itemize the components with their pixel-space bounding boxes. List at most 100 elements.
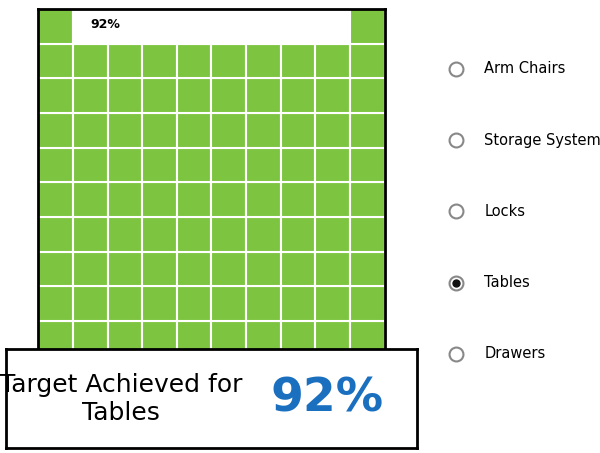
Bar — [350, 217, 385, 251]
Bar — [350, 286, 385, 321]
Bar — [38, 113, 73, 148]
Bar — [142, 43, 177, 78]
Bar — [246, 182, 281, 217]
Bar — [246, 9, 281, 43]
Text: Locks: Locks — [484, 204, 525, 219]
Bar — [142, 78, 177, 113]
Bar — [350, 148, 385, 182]
Bar — [107, 148, 142, 182]
Bar — [177, 286, 211, 321]
Bar — [246, 43, 281, 78]
Bar — [177, 217, 211, 251]
Bar — [211, 9, 246, 43]
Bar — [211, 148, 246, 182]
Bar — [38, 321, 73, 356]
Bar — [281, 78, 316, 113]
Bar — [177, 321, 211, 356]
Bar — [211, 78, 246, 113]
Bar — [211, 182, 246, 217]
Bar — [107, 217, 142, 251]
Bar — [211, 113, 246, 148]
Bar — [177, 78, 211, 113]
Bar — [350, 251, 385, 286]
Text: Arm Chairs: Arm Chairs — [484, 61, 566, 77]
Bar — [316, 9, 350, 43]
Bar — [38, 251, 73, 286]
Bar — [38, 148, 73, 182]
Bar — [177, 182, 211, 217]
Bar — [107, 113, 142, 148]
Bar — [73, 251, 107, 286]
Bar — [211, 286, 246, 321]
Bar — [142, 217, 177, 251]
Bar — [38, 9, 73, 43]
Bar — [350, 43, 385, 78]
Bar — [281, 9, 316, 43]
Bar — [281, 321, 316, 356]
Bar — [73, 78, 107, 113]
Bar — [142, 251, 177, 286]
Bar — [281, 217, 316, 251]
Bar — [142, 113, 177, 148]
Bar — [73, 286, 107, 321]
Bar — [38, 43, 73, 78]
Text: Tables: Tables — [484, 275, 530, 290]
Bar — [350, 113, 385, 148]
Bar — [107, 251, 142, 286]
Bar — [316, 321, 350, 356]
Bar — [107, 286, 142, 321]
Bar — [142, 148, 177, 182]
Bar — [142, 182, 177, 217]
Bar — [38, 182, 73, 217]
Bar — [350, 78, 385, 113]
Bar — [73, 113, 107, 148]
Text: 92%: 92% — [90, 18, 120, 31]
Bar — [73, 43, 107, 78]
Text: Drawers: Drawers — [484, 346, 545, 361]
Bar — [350, 9, 385, 43]
Bar — [281, 113, 316, 148]
Bar — [73, 217, 107, 251]
Bar — [316, 148, 350, 182]
Bar — [73, 9, 107, 43]
Bar — [316, 182, 350, 217]
Bar — [246, 321, 281, 356]
Bar — [177, 43, 211, 78]
Bar — [107, 182, 142, 217]
Bar — [316, 251, 350, 286]
Bar — [211, 251, 246, 286]
Bar — [316, 43, 350, 78]
Bar — [246, 113, 281, 148]
Bar — [38, 78, 73, 113]
Bar — [316, 78, 350, 113]
Bar — [281, 182, 316, 217]
Bar — [281, 251, 316, 286]
Bar — [211, 321, 246, 356]
Bar — [246, 217, 281, 251]
Bar — [350, 182, 385, 217]
Bar — [350, 321, 385, 356]
Bar — [107, 78, 142, 113]
Text: Target Achieved for
Tables: Target Achieved for Tables — [0, 373, 242, 424]
Bar — [316, 113, 350, 148]
Bar — [107, 321, 142, 356]
Bar — [177, 251, 211, 286]
Bar — [246, 286, 281, 321]
Bar — [281, 286, 316, 321]
Bar — [177, 113, 211, 148]
Bar — [211, 217, 246, 251]
Bar — [142, 286, 177, 321]
Bar — [107, 9, 142, 43]
Bar — [73, 182, 107, 217]
Bar — [107, 43, 142, 78]
Bar — [316, 217, 350, 251]
Bar — [177, 148, 211, 182]
Bar — [73, 148, 107, 182]
Bar — [211, 43, 246, 78]
Bar — [142, 9, 177, 43]
Bar — [177, 9, 211, 43]
Bar — [38, 217, 73, 251]
Bar — [316, 286, 350, 321]
Text: 92%: 92% — [270, 376, 383, 421]
Bar — [246, 148, 281, 182]
